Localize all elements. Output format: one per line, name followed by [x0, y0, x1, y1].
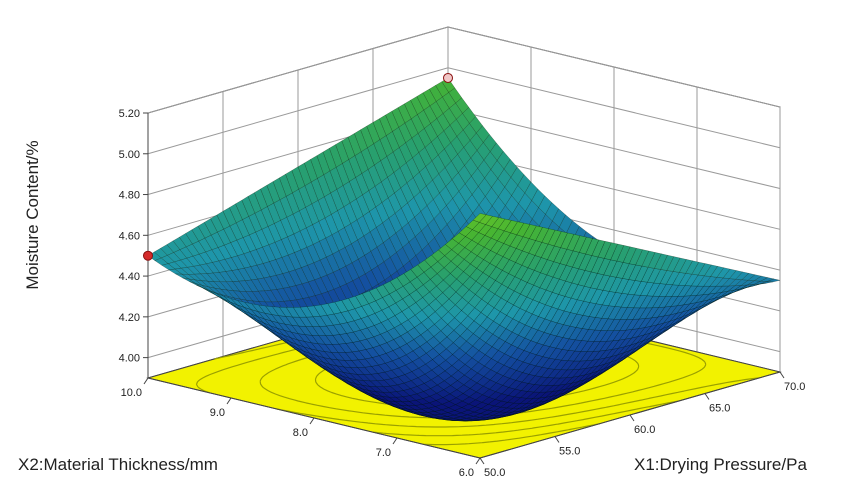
wall-grid-z	[147, 26, 781, 114]
x2-tick-label: 10.0	[121, 387, 142, 399]
x1-tick-mark	[779, 371, 785, 379]
design-points	[143, 72, 453, 261]
z-tick-label: 4.40	[119, 271, 140, 283]
x1-tick-label: 60.0	[634, 424, 655, 436]
x1-axis-label: X1:Drying Pressure/Pa	[634, 455, 807, 474]
x2-tick-mark	[226, 397, 232, 405]
response-surface	[147, 77, 781, 422]
design-point	[443, 72, 453, 83]
z-tick-label: 5.20	[119, 108, 140, 120]
x1-tick-label: 65.0	[709, 403, 730, 415]
x1-tick-mark	[629, 414, 635, 422]
x2-tick-label: 7.0	[376, 447, 391, 459]
x1-tick-mark	[479, 457, 485, 465]
design-point	[143, 250, 153, 261]
z-tick-label: 4.00	[119, 353, 140, 365]
z-tick-label: 4.60	[119, 230, 140, 242]
x1-tick-mark	[704, 393, 710, 400]
x1-tick-label: 70.0	[784, 381, 805, 393]
surface-patch	[472, 213, 487, 223]
x1-tick-mark	[554, 436, 560, 443]
x2-tick-label: 8.0	[293, 427, 308, 439]
x2-tick-mark	[392, 437, 398, 445]
x2-tick-mark	[475, 457, 481, 465]
x1-tick-label: 55.0	[559, 446, 580, 458]
x1-tick-label: 50.0	[484, 467, 505, 479]
x2-tick-label: 9.0	[210, 407, 225, 419]
z-tick-label: 4.80	[119, 190, 140, 202]
x2-tick-label: 6.0	[459, 467, 474, 479]
x2-tick-mark	[309, 417, 315, 425]
tick-labels: 4.00 4.20 4.40 4.60 4.80 5.00 5.20 50.0 55.0 60.0…	[119, 108, 806, 479]
z-axis-label: Moisture Content/%	[23, 140, 42, 289]
z-tick-label: 4.20	[119, 312, 140, 324]
x2-tick-mark	[143, 377, 149, 385]
z-tick-label: 5.00	[119, 149, 140, 161]
x2-axis-label: X2:Material Thickness/mm	[18, 455, 218, 474]
axis-labels: Moisture Content/% X2:Material Thickness…	[18, 140, 807, 474]
